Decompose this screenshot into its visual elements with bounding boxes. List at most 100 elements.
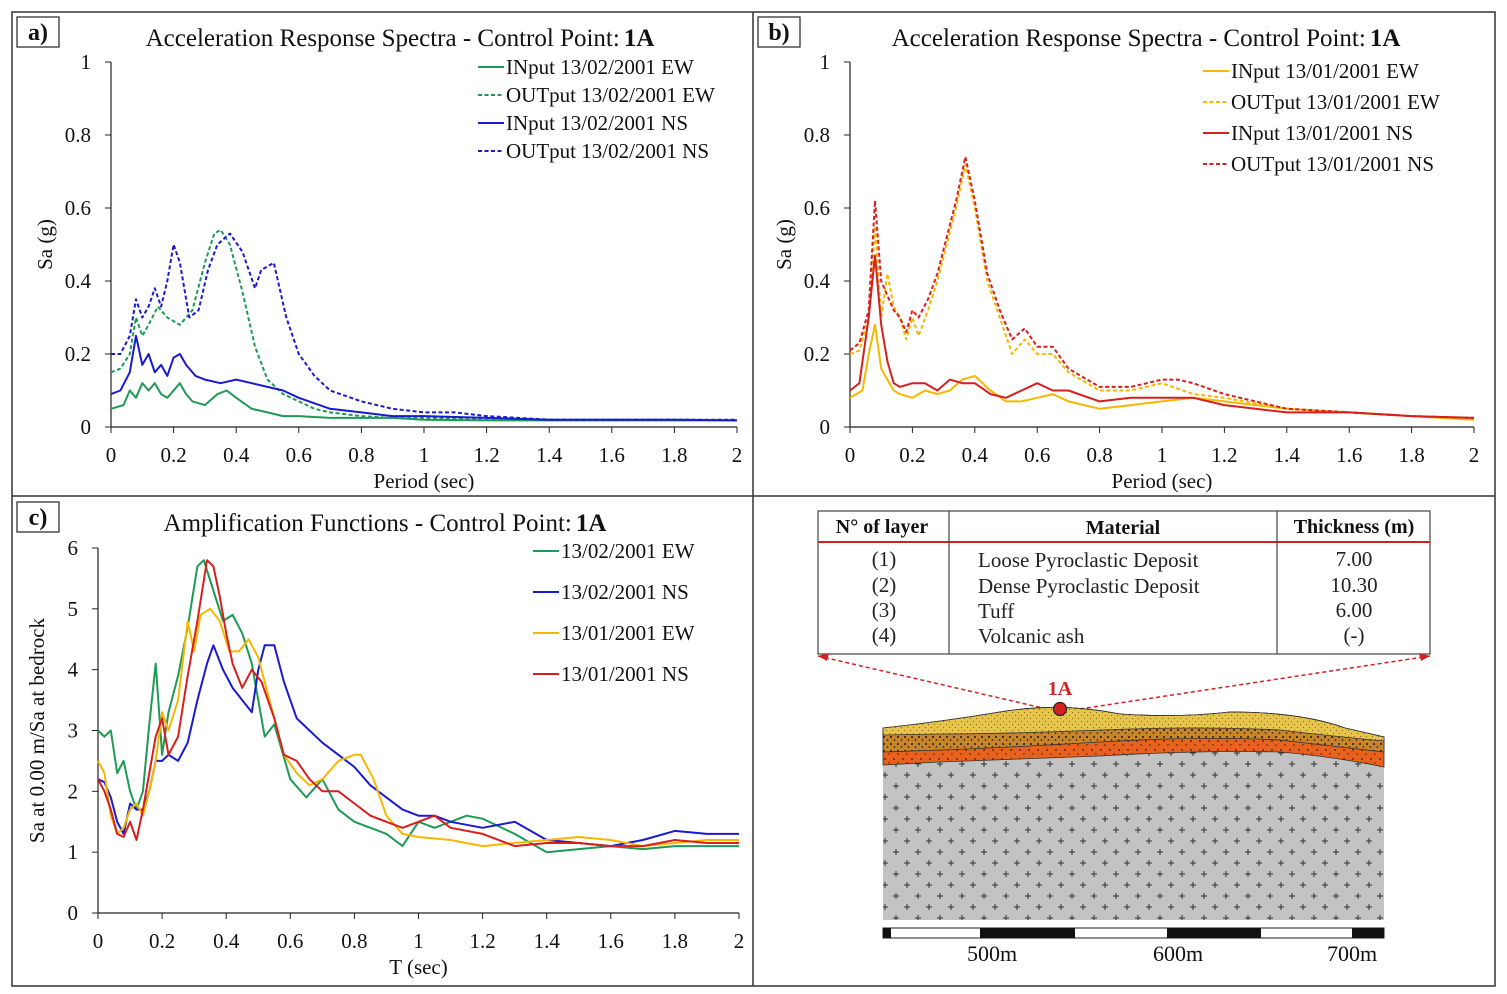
y-tick-label: 0 bbox=[820, 415, 831, 439]
series-line-4 bbox=[849, 155, 1475, 419]
chart-title-text: Acceleration Response Spectra - Control … bbox=[146, 25, 620, 52]
x-tick-label: 1.2 bbox=[469, 929, 495, 953]
series-line-4 bbox=[111, 232, 737, 421]
scale-label-700: 700m bbox=[1327, 941, 1377, 966]
x-tick-label: 1 bbox=[419, 443, 430, 467]
legend-label-4: OUTput 13/02/2001 NS bbox=[506, 139, 709, 163]
x-tick-label: 1.6 bbox=[1336, 443, 1362, 467]
x-axis-label: Period (sec) bbox=[1112, 469, 1213, 493]
x-tick-label: 1.2 bbox=[1211, 443, 1237, 467]
legend-label-2: OUTput 13/01/2001 EW bbox=[1231, 90, 1440, 114]
legend-label-3: INput 13/01/2001 NS bbox=[1231, 121, 1413, 145]
table-cell-thickness: (-) bbox=[1344, 623, 1365, 647]
scale-bar bbox=[882, 927, 1385, 939]
chart-title-point: 1A bbox=[1370, 25, 1401, 52]
y-tick-label: 3 bbox=[68, 719, 79, 743]
y-tick-label: 5 bbox=[68, 597, 79, 621]
x-tick-label: 0 bbox=[106, 443, 117, 467]
table-cell-material: Loose Pyroclastic Deposit bbox=[978, 548, 1199, 572]
x-tick-label: 1.8 bbox=[1398, 443, 1424, 467]
legend-label-1: INput 13/02/2001 EW bbox=[506, 55, 694, 79]
x-tick-label: 0 bbox=[93, 929, 104, 953]
x-tick-label: 0.4 bbox=[213, 929, 240, 953]
soil-profile-panel: N° of layer Material Thickness (m) (1) Lo… bbox=[817, 510, 1431, 966]
tuff-layer bbox=[883, 707, 1384, 920]
legend-label-1: INput 13/01/2001 EW bbox=[1231, 59, 1419, 83]
table-header-material: Material bbox=[1086, 517, 1161, 539]
scale-label-600: 600m bbox=[1153, 941, 1203, 966]
projection-line-right bbox=[1059, 655, 1431, 713]
y-axis-label: Sa (g) bbox=[772, 219, 796, 270]
panel-tag-label: a) bbox=[28, 20, 48, 46]
series-line-1 bbox=[110, 382, 737, 422]
chart-title: Acceleration Response Spectra - Control … bbox=[892, 25, 1401, 52]
y-tick-label: 1 bbox=[820, 50, 831, 74]
y-tick-label: 6 bbox=[68, 536, 79, 560]
x-tick-label: 1.2 bbox=[473, 443, 499, 467]
y-tick-label: 1 bbox=[68, 840, 79, 864]
chart-title-text: Amplification Functions - Control Point: bbox=[164, 510, 572, 537]
projection-line-left bbox=[817, 655, 1061, 713]
legend-label-2: 13/02/2001 NS bbox=[561, 580, 689, 604]
chart-title-point: 1A bbox=[624, 25, 655, 52]
series-line-3 bbox=[110, 334, 738, 422]
legend-label-1: 13/02/2001 EW bbox=[561, 539, 695, 563]
y-tick-label: 4 bbox=[68, 658, 79, 682]
table-cell-material: Tuff bbox=[978, 599, 1014, 623]
x-tick-label: 0.8 bbox=[341, 929, 367, 953]
x-tick-label: 0.8 bbox=[1086, 443, 1112, 467]
x-axis-label: Period (sec) bbox=[374, 469, 475, 493]
table-cell-layer: (2) bbox=[872, 573, 897, 597]
table-header-thickness: Thickness (m) bbox=[1294, 516, 1415, 538]
series-line-2 bbox=[110, 228, 738, 422]
y-tick-label: 0.4 bbox=[65, 269, 92, 293]
y-tick-label: 0.8 bbox=[65, 123, 91, 147]
x-tick-label: 0.8 bbox=[348, 443, 374, 467]
x-tick-label: 0.6 bbox=[277, 929, 303, 953]
scale-label-500: 500m bbox=[967, 941, 1017, 966]
series-line-2 bbox=[97, 644, 739, 848]
series-line-3 bbox=[849, 254, 1475, 419]
series-line-1 bbox=[849, 323, 1475, 421]
x-tick-label: 1.6 bbox=[599, 443, 625, 467]
legend-label-3: 13/01/2001 EW bbox=[561, 621, 695, 645]
x-tick-label: 1.8 bbox=[661, 443, 687, 467]
x-tick-label: 1.4 bbox=[536, 443, 563, 467]
x-tick-label: 2 bbox=[734, 929, 745, 953]
x-tick-label: 1 bbox=[1157, 443, 1168, 467]
table-cell-layer: (3) bbox=[872, 598, 897, 622]
arrowhead-left bbox=[818, 653, 829, 661]
table-cell-thickness: 10.30 bbox=[1330, 573, 1377, 597]
y-tick-label: 0.6 bbox=[65, 196, 91, 220]
x-tick-label: 0.2 bbox=[149, 929, 175, 953]
legend-label-4: OUTput 13/01/2001 NS bbox=[1231, 152, 1434, 176]
x-tick-label: 1.4 bbox=[534, 929, 561, 953]
y-tick-label: 0 bbox=[68, 901, 79, 925]
y-tick-label: 0.8 bbox=[804, 123, 830, 147]
chart-title-point: 1A bbox=[576, 510, 607, 537]
x-tick-label: 0.4 bbox=[962, 443, 989, 467]
panel-tag-label: c) bbox=[29, 505, 48, 531]
x-tick-label: 0.4 bbox=[223, 443, 250, 467]
chart-panel-a: a) Acceleration Response Spectra - Contro… bbox=[16, 16, 742, 493]
x-tick-label: 0.2 bbox=[899, 443, 925, 467]
legend-label-4: 13/01/2001 NS bbox=[561, 662, 689, 686]
table-header-layer: N° of layer bbox=[836, 516, 929, 538]
control-point-label: 1A bbox=[1048, 678, 1073, 700]
x-tick-label: 2 bbox=[1469, 443, 1480, 467]
y-axis-label: Sa at 0.00 m/Sa at bedrock bbox=[25, 617, 49, 843]
y-tick-label: 0.4 bbox=[804, 269, 831, 293]
y-tick-label: 0.6 bbox=[804, 196, 830, 220]
series-line-4 bbox=[97, 559, 739, 848]
panel-tag-box bbox=[757, 16, 801, 48]
x-tick-label: 1.8 bbox=[662, 929, 688, 953]
table-rows: (1) Loose Pyroclastic Deposit 7.00 (2) Dense… bbox=[872, 547, 1378, 648]
y-tick-label: 0 bbox=[81, 415, 92, 439]
table-cell-material: Dense Pyroclastic Deposit bbox=[978, 574, 1200, 598]
control-point-marker bbox=[1052, 701, 1068, 717]
chart-panel-b: b) Acceleration Response Spectra - Contro… bbox=[757, 16, 1480, 493]
x-tick-label: 1 bbox=[413, 929, 424, 953]
x-tick-label: 0.6 bbox=[1024, 443, 1050, 467]
series-line-1 bbox=[97, 559, 739, 854]
